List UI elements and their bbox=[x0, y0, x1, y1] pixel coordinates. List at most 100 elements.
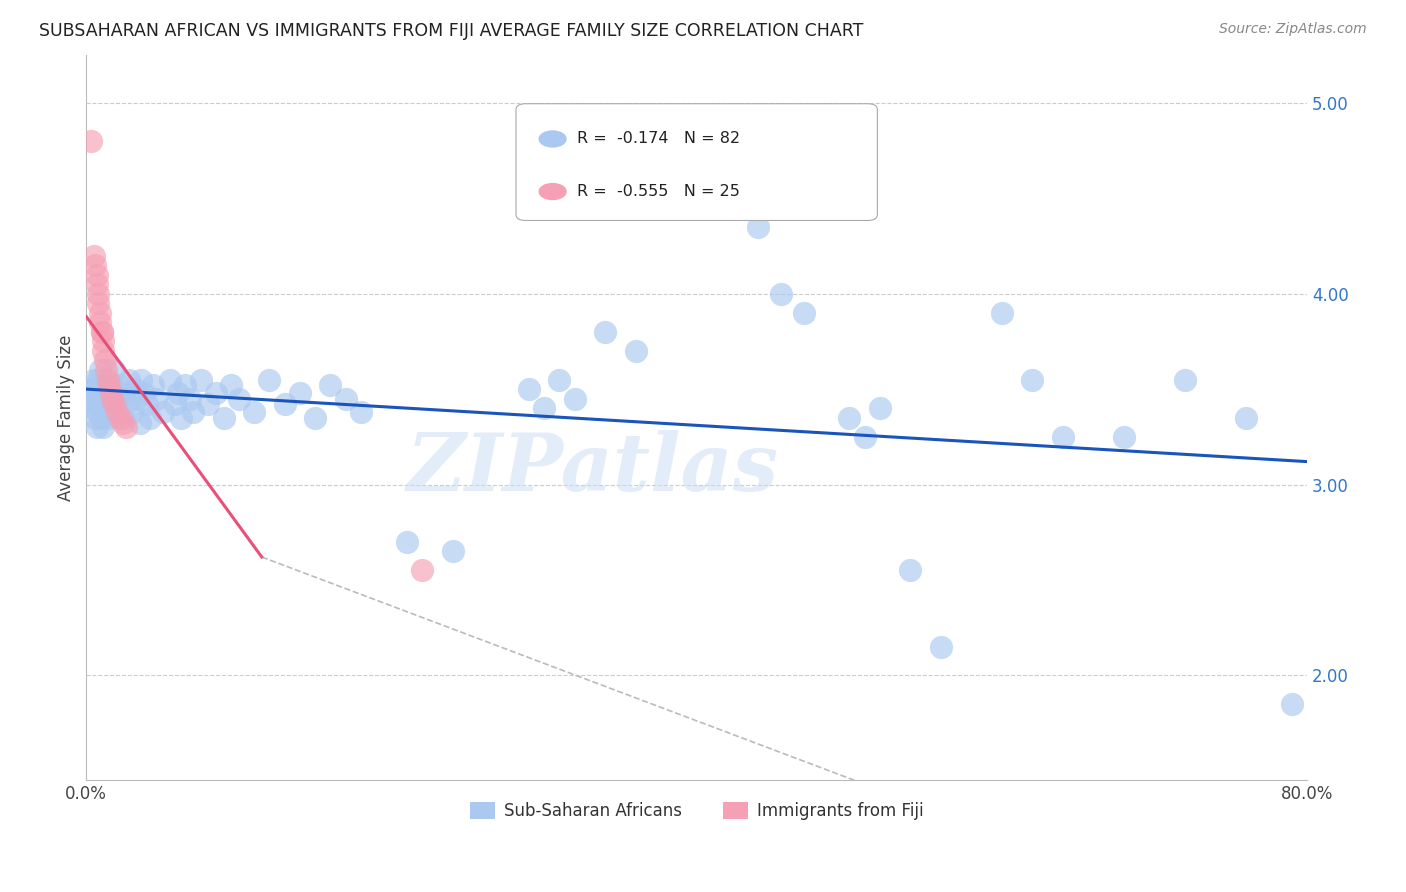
Point bbox=[533, 401, 555, 416]
Point bbox=[197, 397, 219, 411]
Point bbox=[174, 378, 197, 392]
Point bbox=[80, 134, 103, 148]
Point bbox=[548, 373, 571, 387]
Point bbox=[98, 378, 121, 392]
Point bbox=[181, 405, 204, 419]
Point bbox=[97, 385, 120, 400]
Point bbox=[163, 397, 186, 411]
Point bbox=[686, 162, 709, 177]
Point bbox=[747, 219, 769, 234]
Point bbox=[716, 182, 738, 196]
Point bbox=[93, 373, 115, 387]
Point bbox=[517, 382, 540, 396]
Text: ZIPatlas: ZIPatlas bbox=[406, 430, 779, 508]
Point bbox=[823, 162, 845, 177]
Point bbox=[105, 392, 128, 406]
Point bbox=[898, 563, 921, 577]
Circle shape bbox=[540, 131, 567, 147]
Point bbox=[87, 373, 110, 387]
Point bbox=[129, 373, 152, 387]
Point bbox=[100, 378, 122, 392]
FancyBboxPatch shape bbox=[516, 103, 877, 220]
Point bbox=[103, 397, 125, 411]
Point bbox=[97, 373, 120, 387]
Point bbox=[118, 373, 141, 387]
Point bbox=[869, 401, 891, 416]
Point bbox=[91, 392, 114, 406]
Point bbox=[1281, 697, 1303, 711]
Point bbox=[111, 417, 134, 431]
Point bbox=[94, 401, 117, 416]
Point bbox=[655, 144, 678, 158]
Point bbox=[108, 378, 131, 392]
Point bbox=[145, 392, 167, 406]
Point bbox=[111, 410, 134, 425]
Point bbox=[101, 397, 124, 411]
Point bbox=[83, 248, 105, 262]
Point bbox=[86, 392, 108, 406]
Point bbox=[84, 382, 107, 396]
Point bbox=[838, 410, 860, 425]
Point bbox=[212, 410, 235, 425]
Point bbox=[205, 385, 228, 400]
Point bbox=[83, 373, 105, 387]
Point bbox=[105, 405, 128, 419]
Circle shape bbox=[540, 184, 567, 200]
Point bbox=[121, 405, 143, 419]
Point bbox=[104, 405, 127, 419]
Point bbox=[89, 315, 111, 329]
Point bbox=[259, 373, 281, 387]
Point bbox=[108, 410, 131, 425]
Point bbox=[929, 640, 952, 654]
Point bbox=[86, 420, 108, 434]
Point bbox=[1312, 745, 1334, 759]
Point bbox=[288, 385, 311, 400]
Point bbox=[170, 410, 193, 425]
Text: R =  -0.555   N = 25: R = -0.555 N = 25 bbox=[576, 184, 740, 199]
Legend: Sub-Saharan Africans, Immigrants from Fiji: Sub-Saharan Africans, Immigrants from Fi… bbox=[464, 795, 929, 826]
Point bbox=[86, 277, 108, 292]
Point bbox=[166, 385, 188, 400]
Text: SUBSAHARAN AFRICAN VS IMMIGRANTS FROM FIJI AVERAGE FAMILY SIZE CORRELATION CHART: SUBSAHARAN AFRICAN VS IMMIGRANTS FROM FI… bbox=[39, 22, 863, 40]
Point bbox=[87, 405, 110, 419]
Point bbox=[124, 382, 146, 396]
Point bbox=[114, 385, 136, 400]
Point bbox=[593, 325, 616, 339]
Point bbox=[159, 373, 181, 387]
Point bbox=[100, 385, 122, 400]
Point bbox=[350, 405, 373, 419]
Point bbox=[101, 392, 124, 406]
Point bbox=[86, 268, 108, 282]
Point bbox=[1021, 373, 1043, 387]
Point bbox=[792, 306, 814, 320]
Point bbox=[564, 392, 586, 406]
Point bbox=[243, 405, 266, 419]
Point bbox=[115, 397, 138, 411]
Point bbox=[179, 392, 201, 406]
Point bbox=[103, 363, 125, 377]
Point bbox=[139, 410, 162, 425]
Point bbox=[142, 378, 165, 392]
Point bbox=[90, 325, 112, 339]
Point bbox=[190, 373, 212, 387]
Point bbox=[304, 410, 326, 425]
Point bbox=[991, 306, 1014, 320]
Point bbox=[91, 343, 114, 358]
Point bbox=[84, 258, 107, 272]
Point bbox=[90, 410, 112, 425]
Text: R =  -0.174   N = 82: R = -0.174 N = 82 bbox=[576, 131, 740, 146]
Text: Source: ZipAtlas.com: Source: ZipAtlas.com bbox=[1219, 22, 1367, 37]
Point bbox=[89, 306, 111, 320]
Point bbox=[87, 296, 110, 310]
Point bbox=[93, 353, 115, 368]
Point bbox=[219, 378, 242, 392]
Point bbox=[98, 410, 121, 425]
Point bbox=[228, 392, 250, 406]
Y-axis label: Average Family Size: Average Family Size bbox=[58, 334, 75, 501]
Point bbox=[87, 286, 110, 301]
Point bbox=[1174, 373, 1197, 387]
Point bbox=[441, 544, 464, 558]
Point bbox=[90, 382, 112, 396]
Point bbox=[1112, 430, 1135, 444]
Point bbox=[80, 382, 103, 396]
